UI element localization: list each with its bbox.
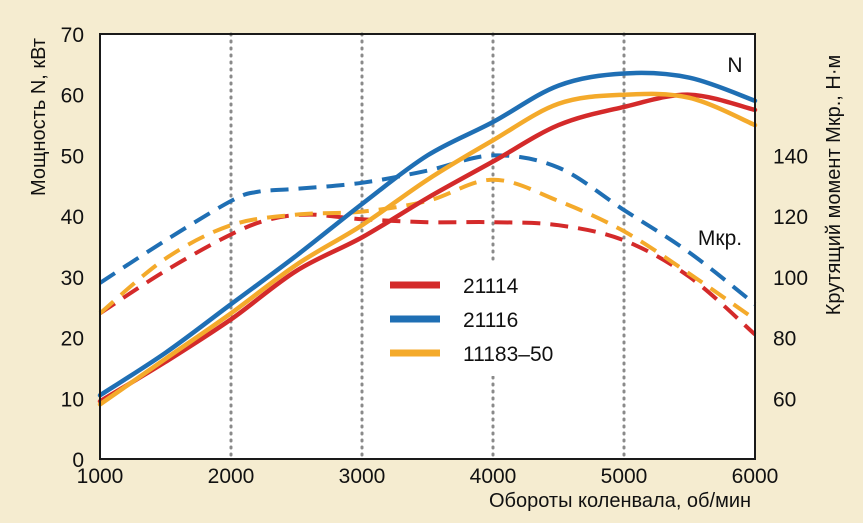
torque-curve-label: Мкр.: [698, 227, 742, 250]
power-line-1: [97, 92, 758, 404]
y-left-tick-label: 20: [61, 328, 84, 351]
y-left-tick-label: 70: [61, 24, 84, 47]
power-curve-label: N: [727, 54, 742, 77]
y-right-tick-label: 140: [773, 145, 808, 168]
y-right-tick-label: 100: [773, 267, 808, 290]
y-left-tick-label: 10: [61, 388, 84, 411]
x-tick-label: 1000: [77, 465, 124, 488]
y-right-tick-label: 60: [773, 388, 796, 411]
plot-frame: [99, 33, 756, 460]
power-line-2: [97, 70, 758, 398]
x-tick-label: 4000: [470, 465, 517, 488]
x-tick-label: 3000: [339, 465, 386, 488]
legend-label: 21114: [463, 275, 519, 298]
y-axis-right-title: Крутящий момент Мкр., Н·м: [823, 55, 845, 315]
y-left-tick-label: 30: [61, 267, 84, 290]
legend: 21114 21116 11183–50: [382, 262, 572, 376]
torque-line-3: [98, 177, 757, 322]
tick-labels: 1000 2000 3000 4000 5000 6000 0 10 20 30 40 50 60 70 6…: [61, 24, 808, 488]
y-right-tick-label: 120: [773, 206, 808, 229]
x-axis-title: Обороты коленвала, об/мин: [489, 490, 751, 512]
y-left-tick-label: 50: [61, 145, 84, 168]
torque-line-2: [98, 153, 757, 306]
power-line-3: [97, 91, 758, 407]
y-right-tick-label: 80: [773, 328, 796, 351]
y-left-tick-label: 0: [72, 449, 84, 472]
legend-label: 11183–50: [463, 343, 553, 366]
x-tick-label: 5000: [601, 465, 648, 488]
y-axis-left-title: Мощность N, кВт: [28, 38, 50, 196]
x-tick-label: 6000: [732, 465, 779, 488]
legend-label: 21116: [463, 309, 518, 332]
y-left-tick-label: 60: [61, 85, 84, 108]
x-tick-label: 2000: [208, 465, 255, 488]
series-layer: [97, 70, 758, 407]
torque-line-1: [98, 212, 757, 337]
y-left-tick-label: 40: [61, 206, 84, 229]
